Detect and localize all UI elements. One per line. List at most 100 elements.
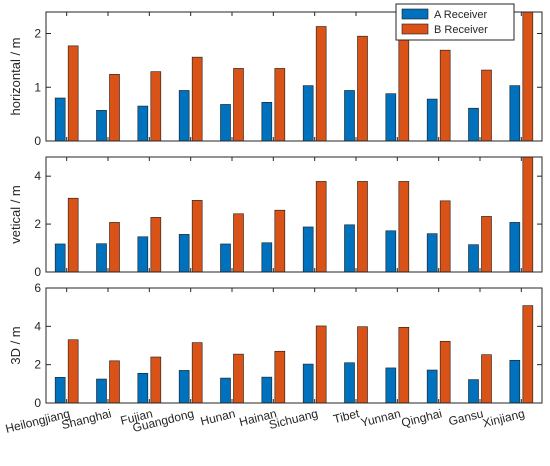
bar-b-gansu: [481, 69, 492, 142]
y-tick-label: 2: [34, 27, 41, 41]
bar-a-heilongjiang: [54, 97, 66, 142]
bar-b-gansu: [481, 216, 492, 273]
bar-a-qinghai: [426, 98, 438, 142]
bar-a-fujian: [137, 236, 149, 273]
bar-a-yunnan: [385, 367, 397, 404]
bar-b-sichuang: [315, 26, 327, 142]
bar-b-heilongjiang: [67, 45, 79, 142]
bar-b-xinjiang: [522, 305, 534, 404]
bar-a-tibet: [344, 224, 355, 273]
bar-b-yunnan: [398, 326, 410, 404]
bar-a-gansu: [468, 244, 479, 273]
bar-b-hainan: [274, 209, 286, 273]
y-tick-label: 4: [34, 319, 41, 333]
bar-a-xinjiang: [509, 85, 521, 142]
y-tick-label: 0: [34, 265, 41, 279]
bar-a-shanghai: [96, 378, 107, 404]
bar-a-yunnan: [385, 93, 397, 142]
bar-b-tibet: [357, 35, 368, 142]
bar-b-xinjiang: [522, 11, 534, 142]
bar-b-xinjiang: [522, 156, 534, 273]
axes-box: [45, 11, 543, 142]
bar-a-tibet: [344, 90, 355, 142]
bar-a-heilongjiang: [54, 243, 66, 273]
y-axis-label: vetical / m: [8, 185, 23, 244]
bar-a-gansu: [468, 379, 479, 404]
bar-b-guangdong: [191, 200, 203, 273]
bar-b-hunan: [233, 68, 244, 142]
y-tick-label: 2: [34, 358, 41, 372]
bar-a-hunan: [220, 377, 231, 404]
x-category-label: Qinghai: [400, 406, 444, 430]
bar-b-fujian: [150, 356, 162, 404]
bar-a-qinghai: [426, 233, 438, 273]
panel-2: 0 2 4 vetical / m: [8, 156, 543, 279]
bar-a-guangdong: [178, 234, 190, 273]
bar-a-xinjiang: [509, 359, 521, 404]
bar-a-fujian: [137, 372, 149, 404]
bar-b-shanghai: [109, 74, 120, 142]
bar-a-heilongjiang: [54, 377, 66, 404]
bar-b-tibet: [357, 326, 368, 404]
bar-a-guangdong: [178, 90, 190, 142]
legend-label: B Receiver: [434, 24, 488, 36]
bar-a-xinjiang: [509, 222, 521, 273]
x-category-label: Tibet: [332, 406, 361, 426]
bar-a-sichuang: [302, 363, 314, 404]
bar-b-sichuang: [315, 325, 327, 404]
y-tick-label: 6: [34, 281, 41, 295]
bar-b-shanghai: [109, 360, 120, 404]
bar-b-shanghai: [109, 222, 120, 273]
y-tick-label: 4: [34, 169, 41, 183]
bar-b-qinghai: [439, 340, 451, 404]
bar-b-fujian: [150, 217, 162, 273]
bar-a-hainan: [261, 102, 273, 142]
bar-a-sichuang: [302, 226, 314, 273]
x-category-label: Xinjiang: [481, 406, 526, 430]
bar-a-yunnan: [385, 230, 397, 273]
bar-b-fujian: [150, 71, 162, 142]
x-category-label: Gansu: [447, 406, 485, 428]
bar-b-yunnan: [398, 39, 410, 142]
legend: A Receiver B Receiver: [395, 3, 515, 41]
bar-b-gansu: [481, 354, 492, 404]
bar-a-qinghai: [426, 369, 438, 404]
legend-swatch: [401, 8, 429, 20]
axes-box: [45, 156, 543, 273]
bar-a-hainan: [261, 242, 273, 273]
bar-b-sichuang: [315, 181, 327, 273]
bar-b-guangdong: [191, 56, 203, 142]
y-tick-label: 2: [34, 217, 41, 231]
y-axis-label: 3D / m: [8, 326, 23, 364]
bar-a-shanghai: [96, 243, 107, 273]
bar-b-hainan: [274, 68, 286, 142]
y-axis-label: horizontal / m: [8, 37, 23, 115]
bar-b-hainan: [274, 350, 286, 404]
bar-b-guangdong: [191, 342, 203, 404]
bar-b-qinghai: [439, 49, 451, 142]
bar-b-hunan: [233, 353, 244, 404]
x-category-label: Yunnan: [359, 406, 402, 429]
bar-b-yunnan: [398, 181, 410, 273]
bar-a-hunan: [220, 243, 231, 273]
bar-a-sichuang: [302, 85, 314, 142]
y-tick-label: 1: [34, 80, 41, 94]
bar-b-hunan: [233, 213, 244, 273]
legend-label: A Receiver: [434, 9, 488, 21]
panel-1: 0 1 2 horizontal / m: [8, 11, 543, 148]
bar-a-hunan: [220, 104, 231, 142]
bar-a-shanghai: [96, 110, 107, 142]
bar-b-heilongjiang: [67, 339, 79, 404]
bar-b-heilongjiang: [67, 197, 79, 273]
bar-a-hainan: [261, 376, 273, 404]
bar-b-qinghai: [439, 200, 451, 273]
bar-b-tibet: [357, 181, 368, 273]
y-tick-label: 0: [34, 396, 41, 410]
bar-a-guangdong: [178, 370, 190, 404]
x-category-label: Hunan: [199, 406, 237, 428]
legend-swatch: [401, 23, 429, 35]
bar-a-fujian: [137, 105, 149, 142]
